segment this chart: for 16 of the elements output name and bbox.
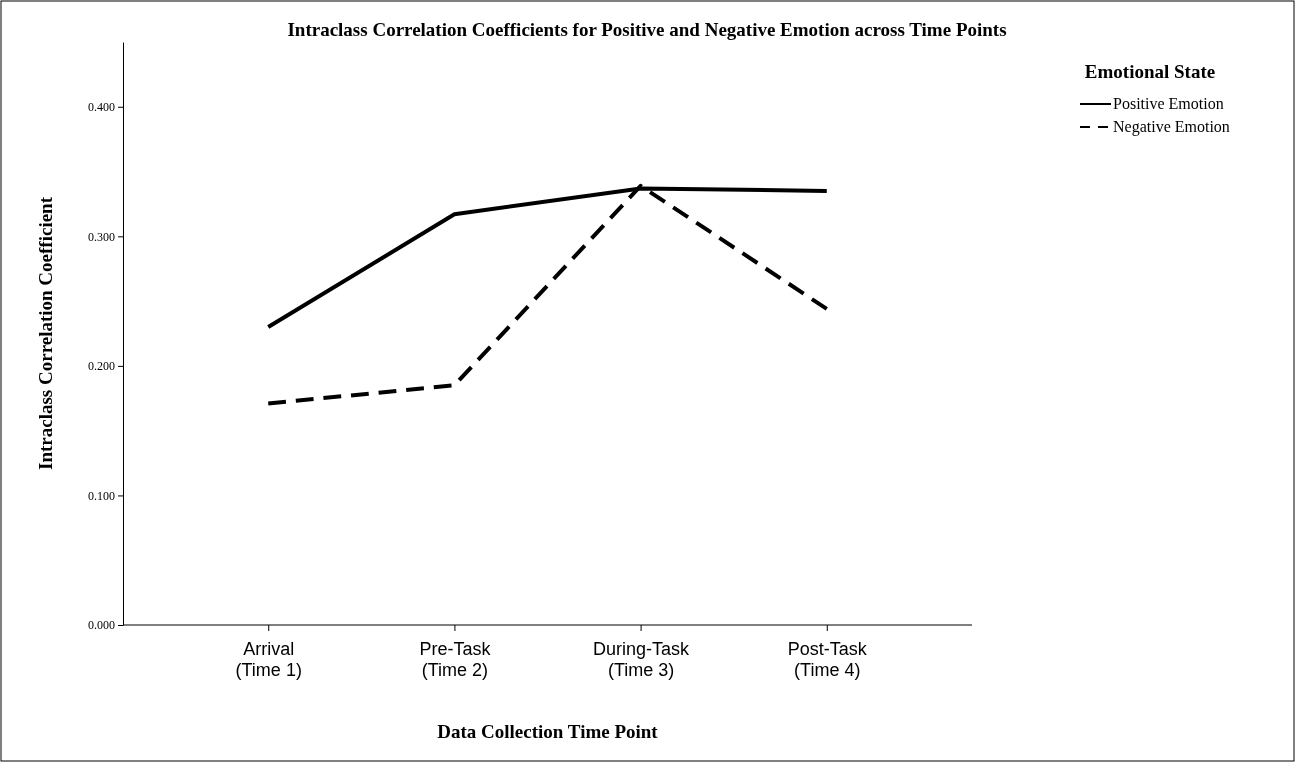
chart-title: Intraclass Correlation Coefficients for Positive and Negative Emotion across Time Points: [287, 19, 1007, 40]
y-axis-title: Intraclass Correlation Coefficient: [35, 196, 56, 470]
legend-title: Emotional State: [1084, 61, 1216, 82]
x-tick-label: Post-Task (Time 4): [787, 639, 868, 680]
y-tick-label: 0.200: [88, 359, 115, 374]
legend-label: Negative Emotion: [1113, 118, 1230, 136]
line-series: [266, 183, 829, 406]
y-tick-label: 0.400: [88, 100, 115, 115]
y-tick-label: 0.300: [88, 229, 115, 244]
y-tick-label: 0.000: [88, 618, 115, 633]
x-tick-label: Arrival (Time 1): [235, 639, 302, 680]
y-tick-label: 0.100: [88, 488, 115, 503]
legend-label: Positive Emotion: [1113, 95, 1224, 112]
x-axis-title: Data Collection Time Point: [437, 721, 659, 742]
x-tick-label: During-Task (Time 3): [593, 639, 691, 680]
x-tick-label: Pre-Task (Time 2): [419, 639, 492, 680]
